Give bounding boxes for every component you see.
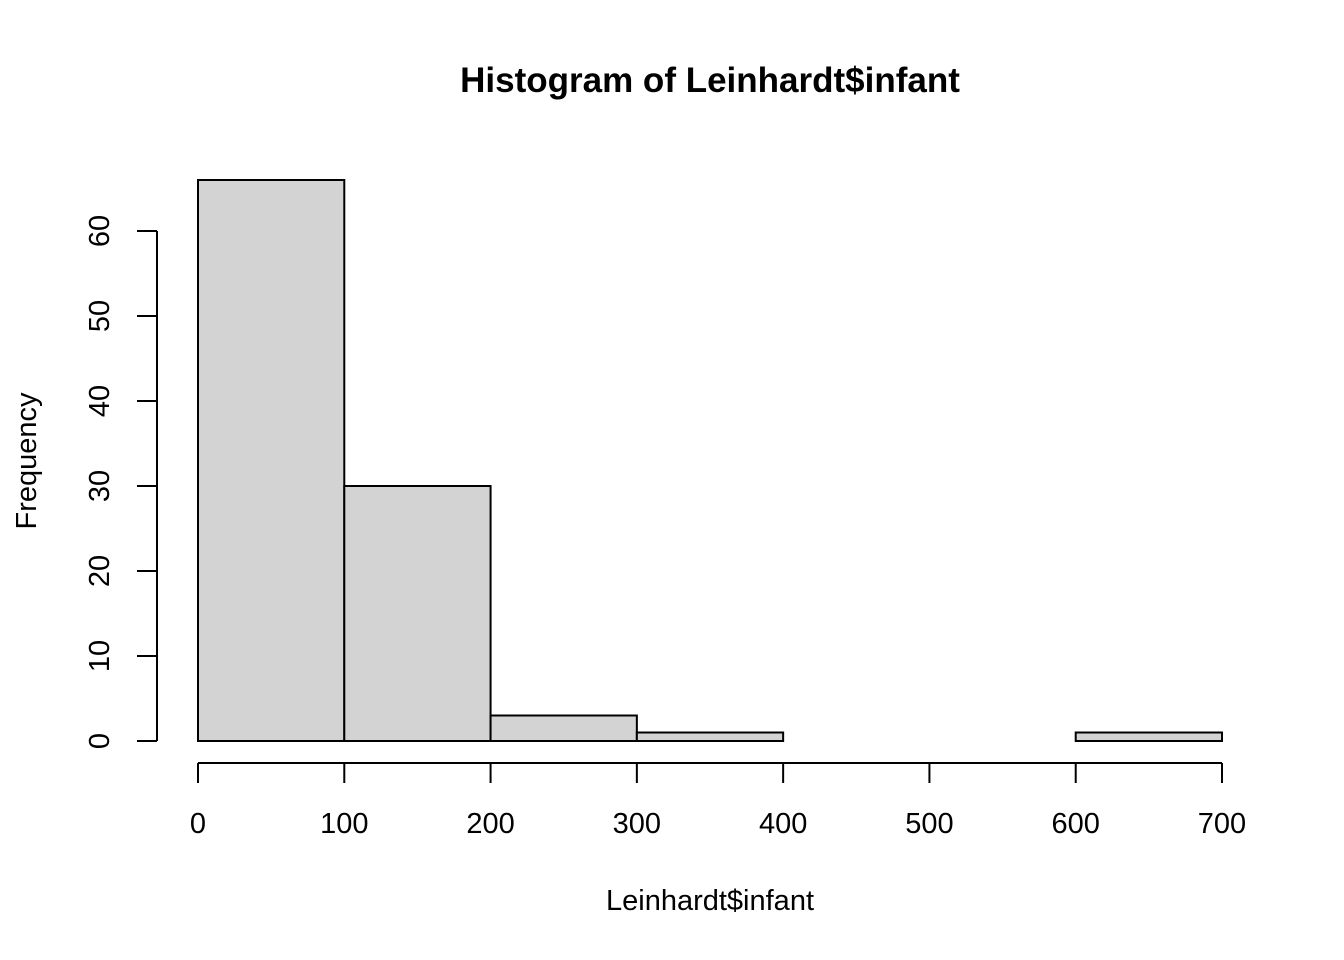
x-tick-label-700: 700 — [1198, 808, 1246, 840]
y-tick-label-30: 30 — [84, 470, 116, 502]
x-tick-label-400: 400 — [759, 808, 807, 840]
histogram-bar-100-200 — [343, 485, 492, 742]
histogram-bar-600-700 — [1074, 731, 1223, 742]
x-tick-label-0: 0 — [190, 808, 206, 840]
x-axis: 0 100 200 300 400 500 600 700 — [190, 762, 1246, 840]
y-tick-label-10: 10 — [84, 640, 116, 672]
y-tick-label-0: 0 — [84, 733, 116, 749]
y-tick-label-60: 60 — [84, 215, 116, 247]
chart-title: Histogram of Leinhardt$infant — [460, 61, 960, 100]
bars-group — [197, 179, 1223, 742]
x-tick-label-100: 100 — [320, 808, 368, 840]
y-axis-label: Frequency — [11, 392, 43, 530]
y-tick-label-50: 50 — [84, 300, 116, 332]
histogram-bar-200-300 — [489, 714, 638, 742]
x-tick-label-600: 600 — [1052, 808, 1100, 840]
y-axis: 0 10 20 30 40 50 60 — [84, 215, 158, 749]
histogram-bar-0-100 — [197, 179, 346, 742]
y-tick-label-20: 20 — [84, 555, 116, 587]
x-tick-label-500: 500 — [905, 808, 953, 840]
x-tick-label-300: 300 — [613, 808, 661, 840]
y-tick-label-40: 40 — [84, 385, 116, 417]
histogram-bar-300-400 — [635, 731, 785, 742]
x-axis-label: Leinhardt$infant — [606, 885, 814, 917]
x-tick-label-200: 200 — [466, 808, 514, 840]
